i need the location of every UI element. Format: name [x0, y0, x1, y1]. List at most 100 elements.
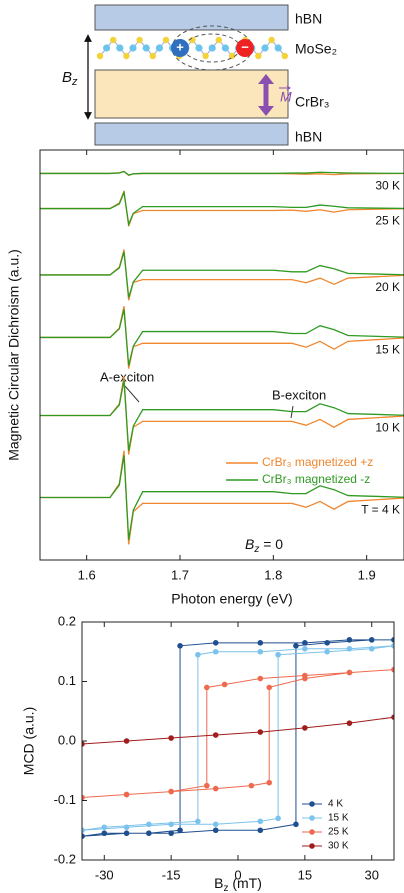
data-point — [257, 818, 264, 825]
plot-area — [40, 170, 404, 545]
loop-line — [82, 639, 394, 837]
data-point — [204, 782, 210, 789]
y-tick-label: -0.2 — [54, 851, 76, 866]
x-axis-title: Bz (mT) — [214, 875, 262, 893]
curve-label: 15 K — [375, 343, 400, 357]
se-atom — [136, 36, 143, 44]
layer-label: hBN — [295, 129, 322, 145]
spectrum-line — [40, 170, 404, 176]
data-point — [212, 732, 219, 738]
y-tick-label: 0.0 — [58, 732, 76, 747]
mo-atom — [221, 44, 229, 52]
condition-symbol: B — [245, 536, 254, 552]
data-point — [302, 640, 308, 646]
data-point — [257, 648, 264, 655]
x-tick-label: 1.6 — [78, 567, 96, 582]
data-point — [391, 666, 394, 673]
se-atom — [189, 36, 196, 44]
data-point — [324, 640, 330, 646]
mo-atom — [261, 44, 269, 52]
magnetization-label: M — [280, 89, 292, 105]
data-point — [346, 645, 353, 652]
data-point — [368, 637, 375, 643]
x-tick-label: 30 — [364, 867, 378, 882]
se-atom — [268, 36, 275, 44]
data-point — [101, 830, 108, 837]
x-tick-label: 1.9 — [358, 567, 376, 582]
field-symbol: B — [62, 69, 72, 86]
condition-label: Bz = 0 — [245, 536, 283, 555]
data-point — [82, 827, 85, 834]
x-tick-label: 15 — [298, 867, 312, 882]
data-point — [257, 640, 264, 646]
legend-label: 30 K — [328, 841, 349, 852]
annotation: B-exciton — [272, 387, 326, 402]
electron — [236, 39, 254, 57]
field-subscript: z — [71, 76, 78, 88]
mo-atom — [274, 44, 282, 52]
data-point — [195, 818, 201, 825]
data-point — [82, 833, 85, 839]
mo-atom — [195, 44, 203, 52]
data-point — [302, 725, 308, 731]
data-point — [391, 637, 394, 643]
plot-area — [82, 637, 394, 839]
x-tick-label: -15 — [162, 867, 181, 882]
data-point — [146, 821, 152, 828]
x-tick-label: -30 — [95, 867, 114, 882]
legend-label: 4 K — [328, 799, 343, 810]
plot-frame — [39, 149, 404, 561]
hbn-bottom — [94, 122, 289, 146]
legend-label: 15 K — [328, 813, 349, 824]
layer-label: hBN — [295, 11, 322, 27]
mose2-layer — [96, 36, 288, 60]
data-point — [212, 827, 219, 834]
legend-marker — [309, 829, 315, 835]
se-atom — [281, 52, 288, 60]
layer-label: MoSe₂ — [295, 41, 337, 57]
data-point — [168, 821, 174, 828]
curve-label: T = 4 K — [361, 503, 400, 517]
data-point — [177, 643, 183, 649]
data-point — [123, 738, 130, 744]
se-atom — [215, 36, 222, 44]
data-point — [177, 827, 183, 834]
data-point — [266, 684, 273, 691]
data-point — [146, 830, 152, 837]
spectrum-line — [40, 190, 404, 227]
data-point — [168, 830, 174, 837]
data-point — [82, 794, 85, 801]
data-point — [82, 741, 85, 747]
data-point — [101, 824, 108, 831]
data-point — [346, 637, 353, 643]
legend-marker — [309, 843, 315, 849]
x-axis-symbol: B — [214, 875, 223, 891]
legend-label: CrBr₃ magnetized +z — [262, 455, 373, 469]
x-tick-label: 1.7 — [171, 567, 189, 582]
magnetization-arrowheads — [258, 74, 274, 116]
data-point — [368, 645, 375, 652]
legend-marker — [309, 815, 315, 821]
mo-atom — [129, 44, 137, 52]
curve-label: 25 K — [375, 214, 400, 228]
spectrum-line — [40, 455, 404, 540]
x-tick-label: 0 — [234, 867, 241, 882]
data-point — [293, 821, 299, 828]
data-point — [195, 651, 201, 658]
data-point — [257, 729, 264, 735]
data-point — [293, 643, 299, 649]
legend-marker — [309, 801, 315, 807]
data-point — [248, 782, 255, 789]
se-atom — [202, 52, 209, 60]
loop-line — [82, 716, 394, 745]
annotation: A-exciton — [100, 369, 154, 384]
crbr3-layer — [94, 69, 289, 119]
mo-atom — [142, 44, 150, 52]
se-atom — [255, 52, 262, 60]
layer-label: CrBr₃ — [295, 94, 329, 110]
curve-label: 10 K — [375, 421, 400, 435]
y-axis-title: MCD (a.u.) — [21, 707, 37, 775]
data-point — [168, 788, 174, 795]
data-point — [346, 720, 353, 726]
data-point — [123, 824, 130, 831]
